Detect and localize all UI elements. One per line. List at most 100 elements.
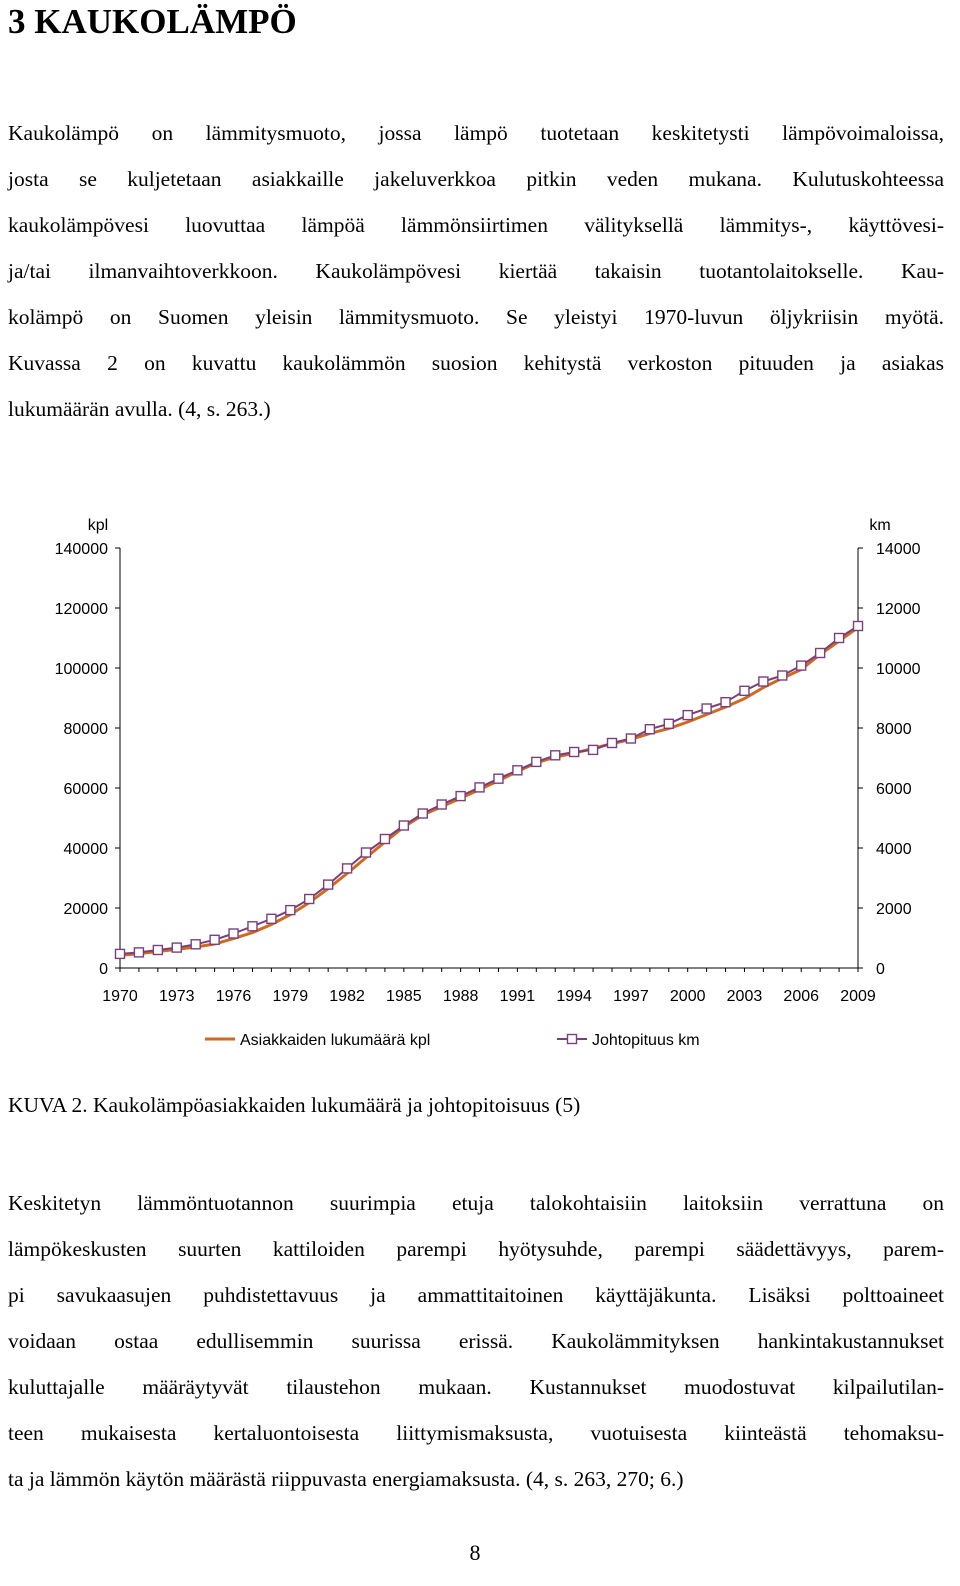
data-point-marker xyxy=(114,948,126,960)
body-paragraph: Keskitetyn lämmöntuotannon suurimpia etu… xyxy=(8,1180,944,1502)
right-y-tick-label: 2000 xyxy=(876,901,912,918)
data-point-marker xyxy=(152,944,164,956)
data-point-marker xyxy=(398,820,410,831)
x-tick-label: 1994 xyxy=(556,988,592,1005)
x-tick-label: 2006 xyxy=(783,988,819,1005)
data-point-marker xyxy=(568,746,580,758)
left-y-tick-label: 0 xyxy=(99,961,108,978)
x-tick-label: 1985 xyxy=(386,988,422,1005)
left-y-tick-label: 140000 xyxy=(55,541,108,558)
left-axis-unit-label: kpl xyxy=(88,517,108,534)
paragraph-line: teen mukaisesta kertaluontoisesta liitty… xyxy=(8,1421,944,1445)
right-y-tick-label: 14000 xyxy=(876,541,921,558)
data-point-marker xyxy=(644,723,656,735)
data-point-marker xyxy=(190,939,201,950)
paragraph-line: Kuvassa 2 on kuvattu kaukolämmön suosion… xyxy=(8,351,944,375)
data-point-marker xyxy=(531,756,542,768)
data-point-marker xyxy=(852,620,864,632)
legend-label-customers: Asiakkaiden lukumäärä kpl xyxy=(240,1032,430,1049)
data-point-marker xyxy=(701,703,712,714)
chart-ticks: 0 20000 40000 60000 80000 100000 120000 140000 0… xyxy=(55,541,921,1005)
paragraph-line: lukumäärän avulla. (4, s. 263.) xyxy=(8,397,271,421)
page-heading: 3 KAUKOLÄMPÖ xyxy=(8,2,297,41)
x-tick-label: 1997 xyxy=(613,988,649,1005)
x-tick-label: 1973 xyxy=(159,988,195,1005)
data-point-marker xyxy=(512,765,523,776)
paragraph-line: pi savukaasujen puhdistettavuus ja ammat… xyxy=(8,1283,944,1307)
paragraph-line: lämpökeskusten suurten kattiloiden parem… xyxy=(8,1237,944,1261)
paragraph-line: josta se kuljetetaan asiakkaille jakeluv… xyxy=(8,167,944,191)
data-point-marker xyxy=(341,863,353,874)
right-y-tick-label: 12000 xyxy=(876,601,921,618)
chart-axes: kpl km xyxy=(88,517,891,969)
data-point-marker xyxy=(550,750,561,761)
paragraph-line: kolämpö on Suomen yleisin lämmitysmuoto.… xyxy=(8,305,944,329)
x-tick-label: 1991 xyxy=(500,988,536,1005)
x-tick-label: 2009 xyxy=(840,988,876,1005)
left-y-tick-label: 80000 xyxy=(64,721,109,738)
data-point-marker xyxy=(436,799,447,810)
data-point-marker xyxy=(171,942,182,953)
x-tick-label: 1979 xyxy=(273,988,309,1005)
district-heating-chart: kpl km 0200004000060000800001000001200001… xyxy=(55,517,921,1049)
data-point-marker xyxy=(758,676,769,687)
data-point-marker xyxy=(322,879,334,890)
data-point-marker xyxy=(209,934,220,945)
right-y-tick-label: 8000 xyxy=(876,721,912,738)
data-point-marker xyxy=(720,696,731,708)
left-y-tick-label: 60000 xyxy=(64,781,109,798)
left-y-tick-label: 20000 xyxy=(64,901,109,918)
data-point-marker xyxy=(739,685,750,697)
paragraph-line: Keskitetyn lämmöntuotannon suurimpia etu… xyxy=(8,1191,944,1215)
left-y-tick-label: 100000 xyxy=(55,661,108,678)
data-point-marker xyxy=(133,947,145,958)
series-line xyxy=(119,625,859,955)
data-point-marker xyxy=(663,718,674,730)
data-point-marker xyxy=(228,928,239,939)
paragraph-line: kaukolämpövesi luovuttaa lämpöä lämmönsi… xyxy=(8,213,944,237)
legend-marker-pipe-length xyxy=(566,1033,578,1045)
data-point-marker xyxy=(625,733,637,744)
data-point-marker xyxy=(474,782,485,793)
page-number: 8 xyxy=(469,1540,481,1565)
x-tick-label: 1976 xyxy=(216,988,252,1005)
x-tick-label: 1982 xyxy=(329,988,365,1005)
data-point-marker xyxy=(606,737,618,749)
right-y-tick-label: 4000 xyxy=(876,841,912,858)
data-point-marker xyxy=(814,647,826,659)
data-point-marker xyxy=(833,632,845,644)
chart-legend: Asiakkaiden lukumäärä kpl Johtopituus km xyxy=(205,1032,700,1049)
x-tick-label: 1988 xyxy=(443,988,479,1005)
paragraph-line: ta ja lämmön käytön määrästä riippuvasta… xyxy=(8,1467,684,1491)
right-y-tick-label: 0 xyxy=(876,961,885,978)
paragraph-line: kuluttajalle määräytyvät tilaustehon muk… xyxy=(8,1375,944,1399)
data-point-marker xyxy=(266,913,277,924)
data-point-marker xyxy=(587,744,599,756)
legend-label-pipe-length: Johtopituus km xyxy=(592,1032,700,1049)
data-point-marker xyxy=(360,847,372,858)
x-tick-label: 2003 xyxy=(727,988,763,1005)
data-point-marker xyxy=(455,790,466,802)
series-line xyxy=(118,626,860,957)
data-point-marker xyxy=(379,833,391,845)
paragraph-line: ja/tai ilmanvaihtoverkkoon. Kaukolämpöve… xyxy=(8,259,944,283)
intro-paragraph: Kaukolämpö on lämmitysmuoto, jossa lämpö… xyxy=(8,110,944,432)
paragraph-line: voidaan ostaa edullisemmin suurissa eris… xyxy=(8,1329,944,1353)
data-point-marker xyxy=(682,709,693,721)
right-axis-unit-label: km xyxy=(869,517,890,534)
data-point-marker xyxy=(304,893,315,905)
data-point-marker xyxy=(777,670,788,681)
data-point-marker xyxy=(796,660,807,671)
data-point-marker xyxy=(285,904,296,916)
left-y-tick-label: 40000 xyxy=(64,841,109,858)
right-y-tick-label: 10000 xyxy=(876,661,921,678)
right-y-tick-label: 6000 xyxy=(876,781,912,798)
paragraph-line: Kaukolämpö on lämmitysmuoto, jossa lämpö… xyxy=(8,121,944,145)
x-tick-label: 1970 xyxy=(102,988,138,1005)
data-point-marker xyxy=(493,773,504,784)
data-point-marker xyxy=(247,921,258,932)
chart-plot-area xyxy=(114,620,864,960)
data-point-marker xyxy=(417,808,428,819)
figure-caption: KUVA 2. Kaukolämpöasiakkaiden lukumäärä … xyxy=(8,1093,581,1117)
x-tick-label: 2000 xyxy=(670,988,706,1005)
